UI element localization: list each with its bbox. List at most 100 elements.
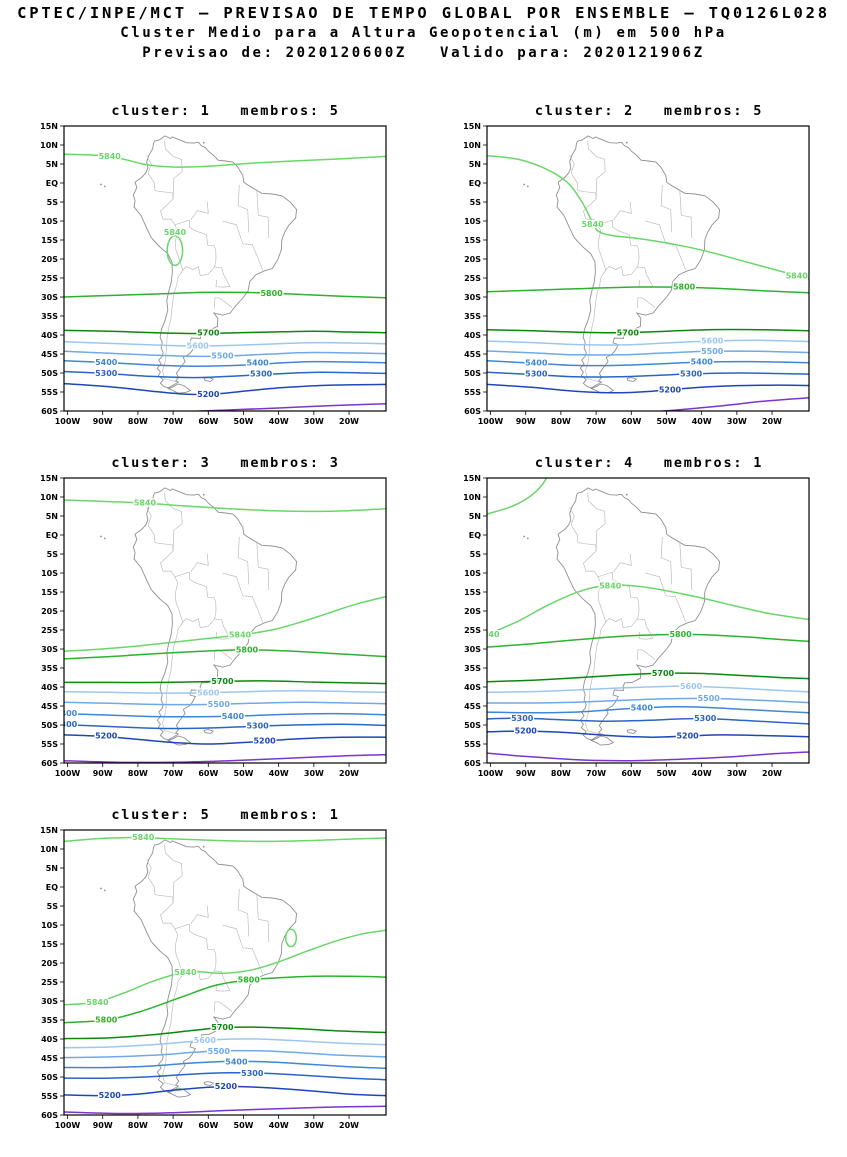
lat-tick-label: 30S [41,293,58,302]
contour-5400 [487,706,809,714]
country-border [174,571,230,639]
lon-tick-label: 100W [54,417,80,426]
contour-5500 [63,1049,386,1059]
map-geography [99,839,297,1098]
contour-label: 5300 [54,720,77,729]
lat-tick-label: 40S [464,331,481,340]
coastline-tierra-del-fuego [166,383,191,394]
contour-label: 5840 [174,968,197,977]
lat-tick-label: 35S [464,312,481,321]
lat-tick-label: 35S [41,312,58,321]
header-line2: Cluster Medio para a Altura Geopotencial… [120,25,727,41]
contour-5800 [63,291,386,299]
contour-low [185,403,386,411]
lon-tick-label: 20W [339,1121,359,1130]
contour-5600 [487,339,809,346]
lat-tick-label: 10S [41,217,58,226]
country-border [161,269,183,383]
country-border [660,184,673,233]
contour-label: 5840 [228,631,251,640]
contour-label: 5300 [680,370,703,379]
contour-label: 5200 [253,737,276,746]
lat-tick-label: 45S [41,1054,58,1063]
contour-5700 [63,1026,386,1040]
map-frame [62,125,387,412]
contour-label: 5840 [163,228,186,237]
contour-5300 [63,370,386,379]
country-border [237,184,249,233]
lon-tick-label: 50W [233,417,253,426]
contour-5800 [63,649,386,660]
lon-tick-label: 50W [233,1121,253,1130]
country-border [645,220,667,244]
contour-label: 5200 [98,1091,121,1100]
coastline-tierra-del-fuego [166,1087,191,1098]
lat-tick-label: 50S [464,721,481,730]
country-border [189,553,209,573]
contour-5200 [487,383,809,394]
contour-5600 [487,685,809,694]
country-border [665,595,687,623]
header-line3: Previsao de: 2020120600Z Valido para: 20… [142,45,705,61]
lat-tick-label: 5S [46,550,58,559]
contour-5840 [487,154,809,280]
contour-label: 5800 [95,1016,118,1025]
lat-tick-label: 30S [464,293,481,302]
country-border [638,279,653,288]
lat-tick-label: 30S [464,645,481,654]
lat-tick-label: 10S [41,921,58,930]
lat-tick-label: 60S [41,407,58,416]
country-border [598,249,638,277]
country-border [215,279,230,288]
lat-tick-label: 50S [464,369,481,378]
lat-tick-label: 10S [464,217,481,226]
contour-label: 5200 [659,385,682,394]
lat-tick-label: 10N [463,141,481,150]
lat-tick-label: 20S [41,959,58,968]
country-border [613,553,632,573]
panel-title: cluster: 3 membros: 3 [111,455,340,471]
small-island [103,185,106,188]
lat-tick-label: 20S [464,607,481,616]
contour-5840 [63,595,386,653]
cluster-panel-3: cluster: 3 membros: 3 5840 5840 5800 5700 560… [0,455,423,783]
chart-header: CPTEC/INPE/MCT — PREVISAO DE TEMPO GLOBA… [0,0,847,63]
lat-tick-label: 15N [40,122,58,131]
country-border [569,155,602,250]
contour-label: 5300 [694,714,717,723]
coastline-tierra-del-fuego [166,735,191,746]
contour-5500 [63,350,386,358]
contour-5500 [487,350,809,356]
lat-tick-label: 55S [41,388,58,397]
lat-tick-label: 45S [41,350,58,359]
country-border [213,297,232,309]
map-frame [62,829,387,1116]
panel-title: cluster: 1 membros: 5 [111,103,340,119]
contour-5300 [63,1072,386,1081]
country-border [161,973,183,1087]
lat-tick-label: 15S [41,588,58,597]
lat-tick-label: 15S [41,236,58,245]
contour-label: 5840 [133,499,156,508]
lat-tick-label: 20S [41,255,58,264]
country-border [145,859,178,954]
lat-tick-label: 5S [46,902,58,911]
lon-tick-label: 100W [54,769,80,778]
contour-low [63,1105,386,1115]
country-border [221,220,243,244]
contour-label: 5400 [95,358,118,367]
small-island [99,183,102,186]
lat-tick-label: 25S [41,626,58,635]
contour-label: 5700 [197,329,220,338]
lon-tick-label: 30W [303,1121,323,1130]
country-border [679,542,693,591]
country-border [585,269,607,383]
contour-5700 [487,328,809,334]
lon-tick-label: 70W [163,769,183,778]
lat-tick-label: 50S [41,1073,58,1082]
lat-tick-label: 25S [41,274,58,283]
contour-label: 5300 [525,370,548,379]
lat-tick-label: 40S [41,331,58,340]
contour-label: 5300 [511,714,534,723]
